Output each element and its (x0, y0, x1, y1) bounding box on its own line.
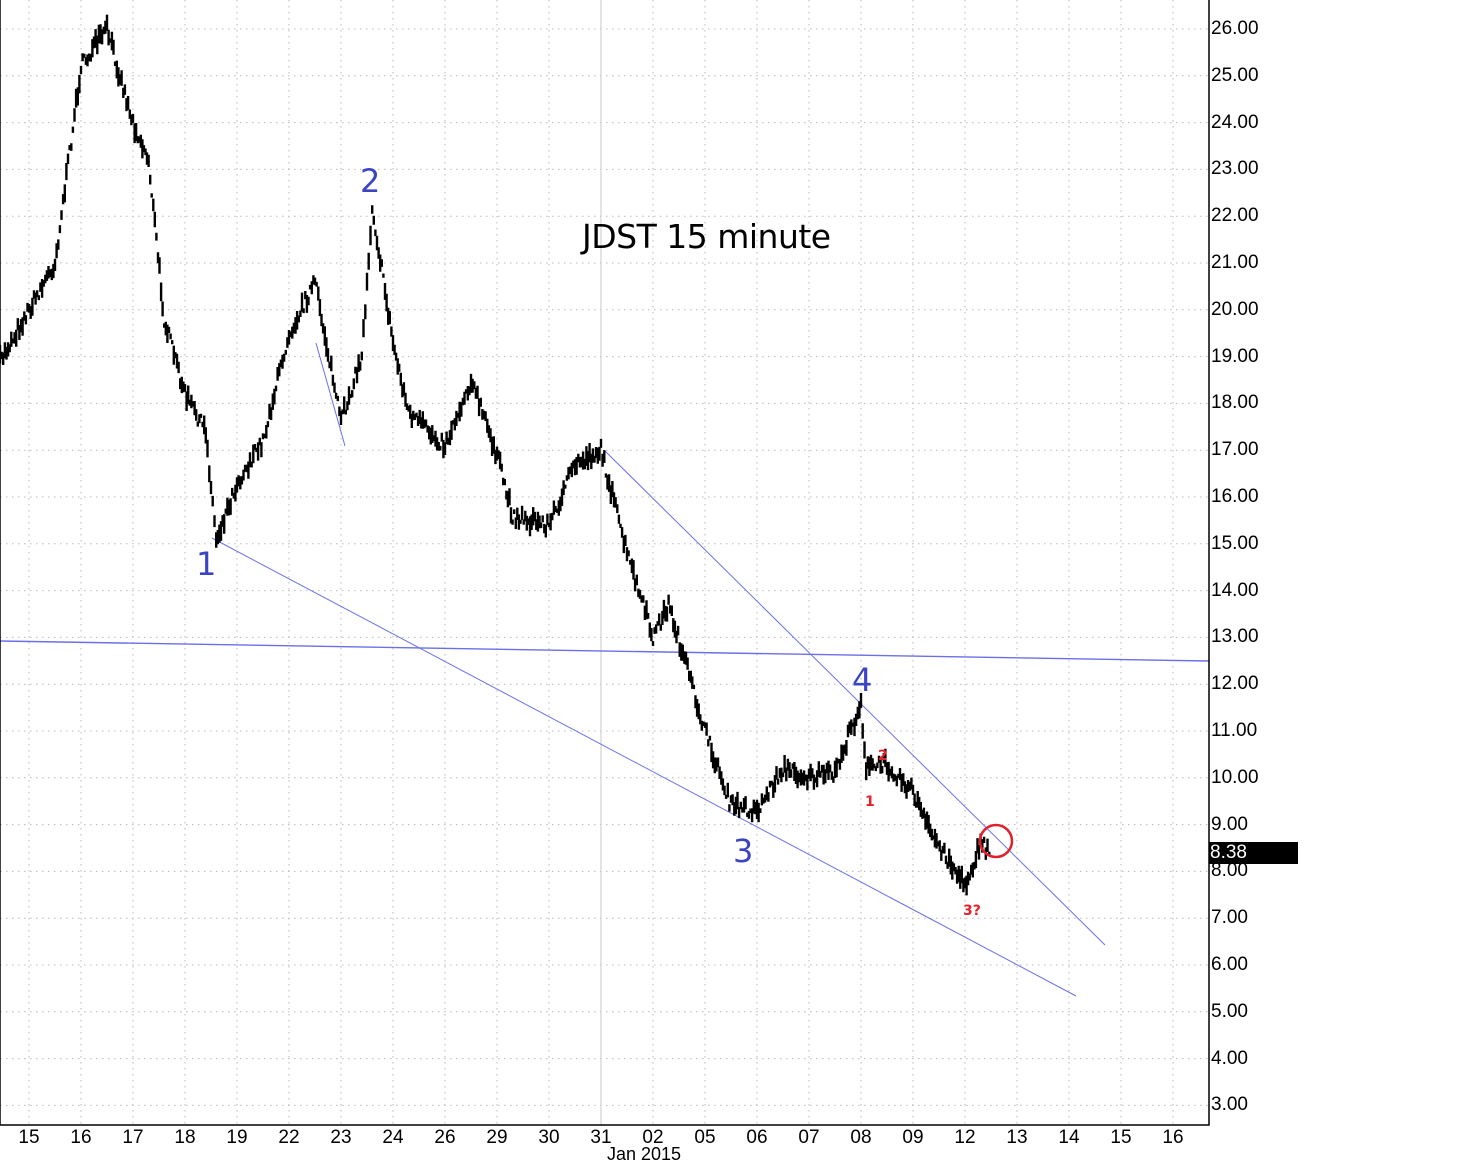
y-tick-label: 16.00 (1211, 486, 1259, 507)
y-tick-label: 12.00 (1211, 673, 1259, 695)
x-tick-label: 23 (330, 1127, 352, 1148)
minor-wave-label-3: 3? (963, 903, 981, 919)
y-tick-label: 21.00 (1211, 252, 1259, 273)
y-tick-label: 15.00 (1211, 532, 1259, 554)
x-tick-label: 30 (538, 1127, 560, 1148)
x-tick-label: 06 (746, 1127, 768, 1148)
y-tick-label: 25.00 (1211, 64, 1259, 86)
highlight-circle (978, 823, 1014, 859)
x-tick-label: 31 (590, 1127, 612, 1148)
y-tick-label: 20.00 (1211, 298, 1259, 320)
y-tick-label: 9.00 (1211, 813, 1248, 835)
minor-wave-label-1: 1 (865, 794, 875, 810)
x-tick-label: 08 (850, 1127, 872, 1148)
grid-lines (0, 0, 1209, 1125)
wave-label-1: 1 (196, 545, 217, 583)
wave-label-2: 2 (360, 162, 381, 200)
y-tick-label: 23.00 (1211, 158, 1259, 180)
y-tick-label: 19.00 (1211, 345, 1259, 367)
x-tick-label: 02 (642, 1127, 664, 1148)
x-tick-label: 26 (434, 1127, 456, 1148)
x-tick-label: 24 (382, 1127, 404, 1148)
x-tick-label: 15 (1110, 1127, 1132, 1148)
y-tick-label: 18.00 (1211, 392, 1259, 414)
y-tick-label: 4.00 (1211, 1047, 1248, 1069)
chart-title: JDST 15 minute (582, 217, 831, 256)
wave-label-4: 4 (852, 661, 873, 699)
x-tick-label: 17 (122, 1127, 144, 1148)
x-tick-label: 16 (1162, 1127, 1184, 1148)
x-tick-label: 18 (174, 1127, 196, 1148)
y-tick-label: 22.00 (1211, 205, 1259, 227)
y-tick-label: 17.00 (1211, 439, 1259, 461)
x-tick-label: 29 (486, 1127, 508, 1148)
price-series (0, 14, 991, 896)
x-tick-label: 05 (694, 1127, 716, 1148)
y-tick-label: 24.00 (1211, 111, 1259, 133)
y-tick-label: 6.00 (1211, 954, 1248, 975)
x-tick-label: 14 (1058, 1127, 1080, 1148)
x-tick-label: 19 (226, 1127, 248, 1148)
y-tick-label: 10.00 (1211, 766, 1259, 788)
minor-wave-label-2: 2 (878, 748, 888, 764)
y-tick-label: 26.00 (1211, 18, 1259, 39)
x-tick-label: 16 (70, 1127, 92, 1148)
x-tick-label: 12 (954, 1127, 976, 1148)
y-tick-label: 8.00 (1211, 860, 1248, 882)
x-tick-label: 22 (278, 1127, 300, 1148)
wave-label-3: 3 (733, 832, 754, 870)
y-tick-label: 13.00 (1211, 626, 1259, 648)
y-tick-label: 5.00 (1211, 1000, 1248, 1022)
last-price-tag: 8.38 (1209, 842, 1298, 864)
x-tick-label: 13 (1006, 1127, 1028, 1148)
x-tick-label: 15 (18, 1127, 40, 1148)
y-tick-label: 14.00 (1211, 579, 1259, 601)
y-tick-label: 7.00 (1211, 907, 1248, 929)
y-tick-label: 3.00 (1211, 1094, 1248, 1116)
trendlines (0, 342, 1210, 997)
x-tick-label: 09 (902, 1127, 924, 1148)
x-tick-label: 07 (798, 1127, 820, 1148)
y-tick-label: 11.00 (1211, 720, 1258, 741)
plot-border (0, 0, 1210, 1126)
x-axis-month-label: Jan 2015 (607, 1144, 682, 1164)
